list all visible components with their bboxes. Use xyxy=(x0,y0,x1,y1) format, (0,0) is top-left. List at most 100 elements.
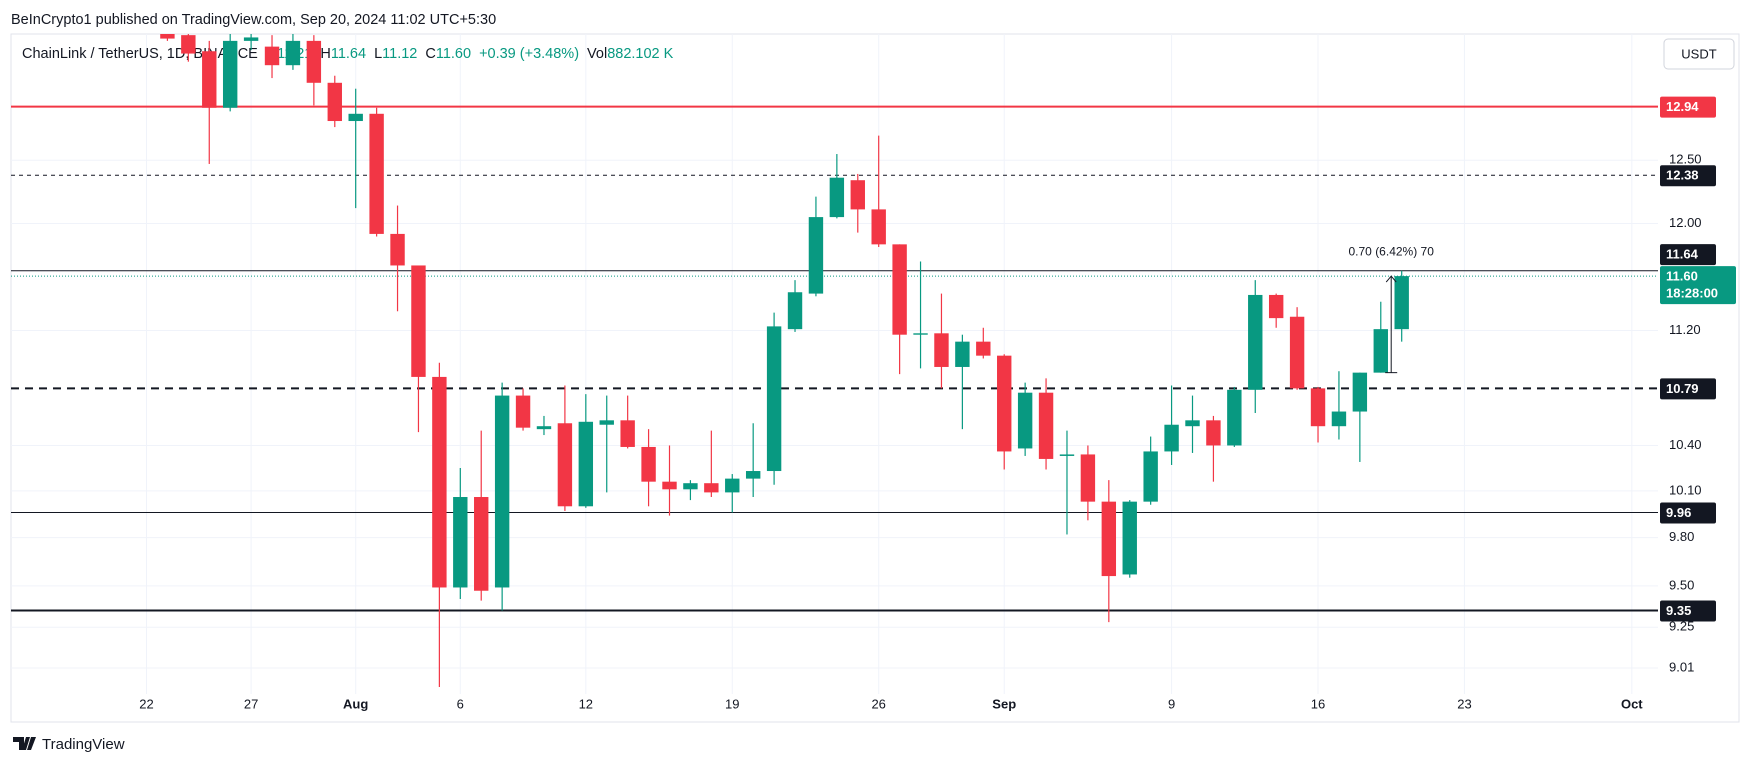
x-tick-label: 12 xyxy=(579,696,593,711)
level-label: 12.38 xyxy=(1666,168,1699,183)
candle-body xyxy=(1017,392,1033,449)
legend-key: C xyxy=(425,46,435,62)
level-label: 11.64 xyxy=(1666,247,1699,262)
header: BeInCrypto1 published on TradingView.com… xyxy=(11,12,496,28)
candle-body xyxy=(1352,372,1368,412)
countdown-label: 18:28:00 xyxy=(1666,286,1718,301)
candle-body xyxy=(1289,316,1305,389)
y-tick-label: 9.50 xyxy=(1669,577,1694,592)
candle-body xyxy=(620,420,635,447)
candle-body xyxy=(494,395,510,588)
x-tick-label: 16 xyxy=(1311,696,1325,711)
footer: TradingView xyxy=(13,736,125,753)
x-tick-label: 19 xyxy=(725,696,739,711)
candle-body xyxy=(222,40,238,108)
candle-body xyxy=(641,446,656,482)
candles xyxy=(160,34,1409,688)
candle-body xyxy=(181,35,196,54)
candle-body xyxy=(683,483,698,490)
x-tick-label: Aug xyxy=(343,696,368,711)
level-label: 9.35 xyxy=(1666,603,1691,618)
candle-body xyxy=(536,426,552,430)
candle-body xyxy=(1185,420,1200,427)
x-tick-label: 26 xyxy=(871,696,885,711)
candle-body xyxy=(1248,294,1263,390)
measure-arrowhead xyxy=(1385,275,1397,283)
legend: ChainLink / TetherUS, 1D, BINANCEO11.21H… xyxy=(22,46,674,62)
currency-button-box[interactable] xyxy=(1663,38,1735,70)
candle-body xyxy=(202,51,217,108)
currency-label[interactable]: USDT xyxy=(1681,46,1716,61)
candle-body xyxy=(808,217,824,294)
candle-body xyxy=(934,333,949,367)
y-tick-label: 10.40 xyxy=(1669,437,1702,452)
legend-change: +0.39 (+3.48%) xyxy=(479,46,579,62)
current-price-label: 11.60 xyxy=(1666,269,1698,284)
candle-body xyxy=(453,497,468,588)
candle-body xyxy=(1331,411,1347,427)
chart-frame xyxy=(10,33,1740,723)
current-price-badge xyxy=(1660,266,1736,305)
legend-value: 11.12 xyxy=(382,46,417,62)
candle-body xyxy=(369,113,384,234)
level-badge xyxy=(1660,378,1716,400)
x-tick-label: 27 xyxy=(244,696,258,711)
legend-value: 882.102 K xyxy=(607,46,673,62)
candle-body xyxy=(955,341,970,367)
candle-body xyxy=(1101,501,1117,577)
candle-body xyxy=(1394,276,1409,330)
candle-body xyxy=(243,37,259,41)
legend-key: H xyxy=(320,46,330,62)
candle-body xyxy=(871,209,886,245)
candle-body xyxy=(264,46,280,66)
candle-body xyxy=(997,355,1012,452)
level-badge xyxy=(1660,244,1716,266)
candle-body xyxy=(913,333,928,335)
y-tick-label: 11.20 xyxy=(1669,322,1701,337)
candle-body xyxy=(1059,454,1075,456)
candle-body xyxy=(348,113,363,122)
candle-body xyxy=(306,40,322,83)
candle-body xyxy=(1268,294,1284,319)
candle-body xyxy=(557,423,573,507)
x-tick-label: 9 xyxy=(1168,696,1175,711)
candle-body xyxy=(704,483,719,493)
candle-body xyxy=(160,34,175,39)
level-badge xyxy=(1660,502,1716,524)
level-label: 12.94 xyxy=(1666,99,1699,114)
axes: 9.01 9.25 9.50 9.80 10.10 10.40 11.20 12.00 12.5… xyxy=(139,96,1736,711)
candle-body xyxy=(1122,501,1137,575)
y-tick-label: 9.25 xyxy=(1669,619,1694,634)
currency-button[interactable]: USDT xyxy=(1663,38,1735,70)
legend-key: Vol xyxy=(587,46,607,62)
legend-value: 11.60 xyxy=(436,46,471,62)
candle-body xyxy=(787,292,803,330)
x-tick-label: 6 xyxy=(457,696,464,711)
candle-body xyxy=(1080,454,1096,502)
candle-body xyxy=(976,341,991,356)
candle-body xyxy=(474,497,489,591)
x-tick-label: 23 xyxy=(1457,696,1471,711)
candle-body xyxy=(766,326,782,472)
y-tick-label: 12.00 xyxy=(1669,215,1702,230)
x-tick-label: Oct xyxy=(1621,696,1643,711)
y-tick-label: 9.01 xyxy=(1669,659,1694,674)
legend-symbol: ChainLink / TetherUS, 1D, BINANCE xyxy=(22,46,258,62)
level-badge xyxy=(1660,165,1716,187)
candle-body xyxy=(327,82,342,122)
candle-body xyxy=(829,177,845,218)
candle-body xyxy=(662,481,677,490)
measure-label: 0.70 (6.42%) 70 xyxy=(1349,244,1435,258)
candle-body xyxy=(578,421,594,507)
candle-body xyxy=(1310,388,1326,427)
candle-body xyxy=(745,471,761,479)
y-tick-label: 10.10 xyxy=(1669,482,1702,497)
candle-body xyxy=(432,376,447,588)
candle-body xyxy=(285,40,301,66)
annotations: 0.70 (6.42%) 70 xyxy=(1349,244,1435,374)
candle-body xyxy=(892,244,907,335)
candle-body xyxy=(1164,424,1179,452)
